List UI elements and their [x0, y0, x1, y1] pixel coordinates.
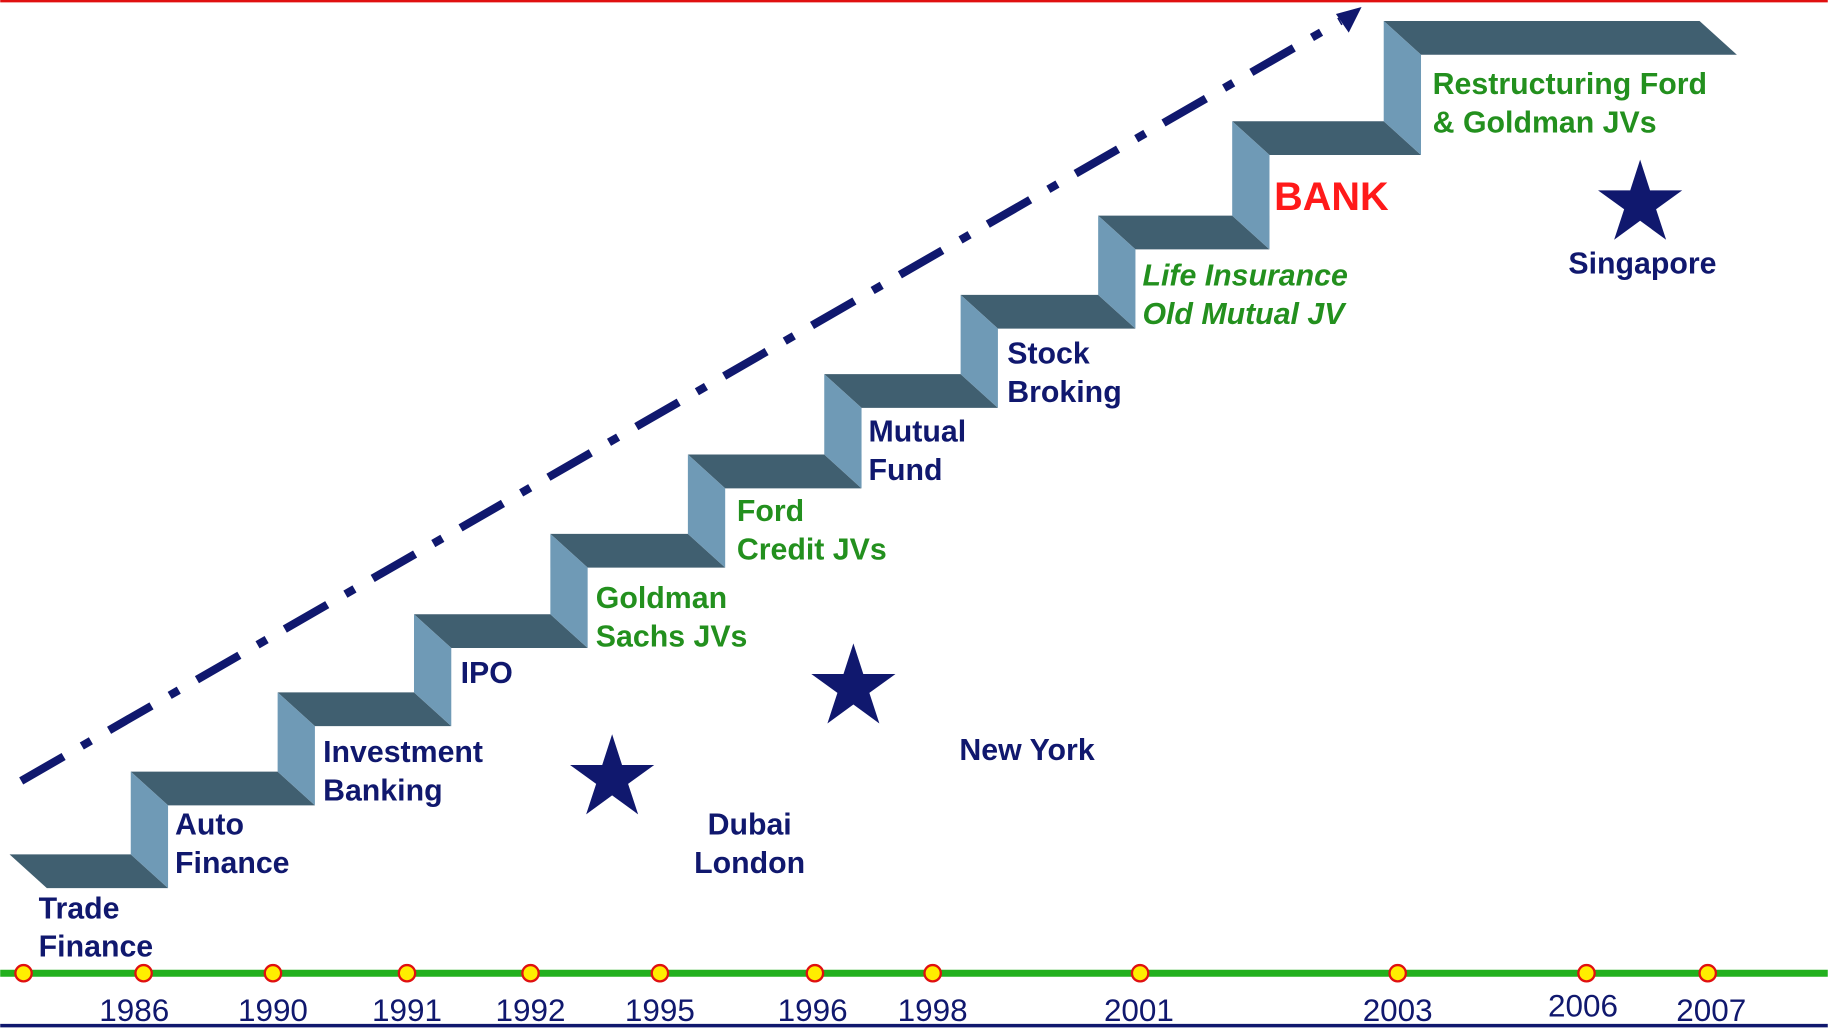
step-label: Sachs JVs	[596, 621, 748, 654]
location-star	[811, 643, 896, 724]
step-label: Broking	[1007, 376, 1121, 409]
stair-tread	[413, 614, 588, 649]
step-label: Ford	[737, 495, 804, 528]
location-label: New York	[959, 734, 1094, 767]
stair-riser	[550, 533, 588, 649]
step-label: Credit JVs	[737, 533, 887, 566]
stair-riser	[130, 771, 169, 889]
stair-tread	[9, 854, 169, 889]
step-label: Finance	[39, 931, 154, 964]
location-label: Singapore	[1568, 248, 1716, 281]
year-label: 1990	[238, 993, 308, 1028]
timeline-dot	[805, 963, 825, 983]
step-label: Auto	[175, 808, 244, 841]
step-label: Fund	[869, 454, 943, 487]
timeline-dot	[134, 963, 153, 983]
year-label: 1986	[99, 993, 169, 1028]
stair-tread	[550, 533, 726, 568]
location-star	[1598, 159, 1683, 240]
step-label: Life Insurance	[1142, 259, 1347, 292]
step-label: Mutual	[869, 416, 967, 449]
stair-riser	[413, 614, 452, 727]
timeline-dot	[650, 963, 670, 983]
location-star	[570, 734, 655, 815]
year-label: 1998	[898, 993, 968, 1028]
year-label: 1991	[372, 993, 442, 1028]
staircase	[9, 20, 1737, 889]
stair-riser	[277, 692, 315, 806]
year-label: 1995	[625, 993, 695, 1028]
growth-arrow-head	[1335, 6, 1362, 33]
step-label: Restructuring Ford	[1433, 68, 1707, 101]
stair-riser	[824, 374, 862, 489]
stair-riser	[687, 454, 726, 568]
year-label: 2006	[1548, 988, 1618, 1023]
stair-tread	[824, 374, 998, 408]
stair-tread	[960, 294, 1136, 329]
step-label: Banking	[323, 775, 443, 808]
stair-tread	[277, 692, 452, 727]
stair-tread	[1232, 121, 1422, 156]
location-label: Dubai	[708, 808, 792, 841]
step-label: Trade	[39, 892, 120, 925]
stair-tread	[1098, 215, 1270, 250]
timeline-dot	[1130, 963, 1150, 983]
stair-riser	[1383, 20, 1422, 156]
year-label: 2001	[1104, 993, 1174, 1028]
timeline-dot	[1577, 963, 1596, 983]
stair-riser	[1232, 121, 1270, 250]
step-label: Investment	[323, 736, 483, 769]
step-label: Stock	[1007, 337, 1090, 370]
year-label: 1996	[778, 993, 848, 1028]
step-label: & Goldman JVs	[1433, 107, 1657, 140]
year-label: 1992	[496, 993, 566, 1028]
timeline-dot	[263, 963, 283, 983]
step-label: Old Mutual JV	[1142, 298, 1347, 331]
timeline-dot	[397, 963, 417, 983]
timeline-dot	[923, 963, 942, 983]
timeline-dot	[1698, 963, 1718, 983]
timeline-dot	[521, 963, 540, 983]
stair-riser	[960, 294, 998, 408]
step-label: Goldman	[596, 582, 727, 615]
stair-tread	[130, 771, 315, 806]
year-label: 2003	[1363, 993, 1433, 1028]
location-label: London	[694, 847, 805, 880]
stair-tread	[1383, 20, 1737, 55]
timeline-dot	[1388, 963, 1408, 983]
growth-arrow-line	[19, 17, 1343, 785]
step-label: BANK	[1274, 175, 1389, 219]
year-label: 2007	[1676, 993, 1746, 1028]
labels: Trade Finance Auto Finance Investment Banking…	[14, 68, 1746, 1028]
step-label: IPO	[461, 657, 513, 690]
stair-tread	[687, 454, 862, 489]
step-label: Finance	[175, 847, 290, 880]
timeline-dot	[14, 963, 33, 983]
stair-riser	[1098, 215, 1136, 329]
